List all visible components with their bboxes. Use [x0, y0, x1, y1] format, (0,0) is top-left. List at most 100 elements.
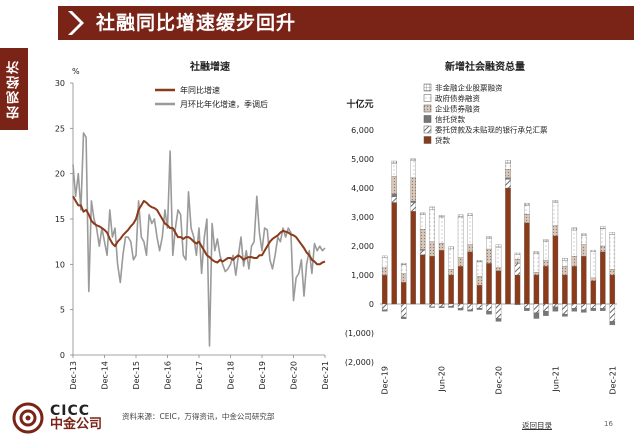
bar-corporate-bonds: [581, 244, 587, 257]
chart2-ytick-label: (1,000): [345, 329, 374, 338]
bar-trust-loans: [495, 318, 502, 322]
bar-gov-bonds: [543, 241, 549, 261]
bar-trust-loans: [533, 312, 540, 319]
bar-loans: [381, 274, 388, 305]
chart1-ytick-label: 25: [55, 124, 65, 133]
bar-gov-bonds: [609, 234, 616, 270]
chart1-ytick-label: 15: [55, 215, 65, 224]
chart2-xtick-label: Dec-21: [608, 366, 617, 395]
chart1-xtick-label: Dec-13: [69, 361, 78, 390]
bar-equity: [486, 236, 492, 239]
bar-gov-bonds: [562, 260, 568, 267]
bar-loans: [524, 222, 530, 305]
bar-equity: [581, 233, 587, 236]
bar-entrusted-bills: [467, 303, 473, 310]
bar-entrusted-bills: [495, 303, 502, 319]
chart2-ytick-label: 6,000: [351, 126, 374, 135]
source-note: 资料来源：CEIC，万得资讯，中金公司研究部: [122, 412, 275, 421]
bar-loans: [448, 274, 454, 305]
bar-gov-bonds: [400, 264, 407, 274]
chart2-legend: 非金融企业股票融资政府债券融资企业债券融资信托贷款委托贷款及未贴现的银行承兑汇票…: [423, 83, 548, 145]
chart2-xtick-label: Dec-20: [495, 366, 504, 395]
legend2-label-gov-bonds: 政府债券融资: [435, 93, 480, 103]
bar-corporate-bonds: [543, 260, 549, 267]
bar-equity: [590, 249, 597, 252]
bar-trust-loans: [476, 308, 483, 310]
cicc-logo-icon: [12, 402, 44, 434]
bar-gov-bonds: [505, 163, 511, 170]
bar-loans: [600, 251, 606, 305]
bar-loans: [533, 274, 540, 305]
bar-trust-loans: [391, 193, 397, 197]
bar-loans: [419, 254, 426, 305]
bar-loans: [590, 280, 597, 305]
bar-trust-loans: [381, 309, 388, 312]
bar-gov-bonds: [486, 238, 492, 250]
chart2-ytick-label: 1,000: [351, 271, 374, 280]
bar-corporate-bonds: [391, 176, 397, 194]
page-title: 社融同比增速缓步回升: [96, 12, 297, 34]
bar-gov-bonds: [524, 205, 530, 215]
legend2-swatch-entrusted-bills: [423, 125, 432, 134]
chart1-xtick-label: Dec-20: [290, 361, 299, 390]
bar-gov-bonds: [571, 229, 578, 257]
series-line-growth: [72, 195, 326, 266]
bar-gov-bonds: [552, 202, 559, 226]
bar-entrusted-bills: [448, 303, 454, 307]
bar-entrusted-bills: [533, 303, 540, 313]
company-logo: CICC 中金公司: [12, 402, 102, 434]
series-line-mom: [72, 132, 326, 347]
bar-entrusted-bills: [514, 263, 521, 276]
chart2-ytick-label: 5,000: [351, 155, 374, 164]
bar-corporate-bonds: [429, 241, 435, 257]
bar-loans: [438, 250, 445, 305]
back-to-contents-link[interactable]: 返回目录: [522, 421, 552, 430]
bar-gov-bonds: [457, 216, 464, 258]
chart1-ytick-label: 20: [55, 170, 65, 179]
chart2-bars: [381, 158, 616, 326]
bar-gov-bonds: [381, 257, 388, 268]
bar-gov-bonds: [448, 248, 454, 270]
bar-corporate-bonds: [514, 258, 521, 264]
chart1-xtick-label: Dec-15: [132, 361, 141, 390]
bar-trust-loans: [410, 200, 416, 203]
bar-trust-loans: [438, 306, 445, 308]
bar-equity: [505, 160, 511, 164]
bar-loans: [609, 274, 616, 305]
legend2-label-trust-loans: 信托贷款: [435, 114, 465, 124]
bar-gov-bonds: [495, 247, 502, 268]
bar-trust-loans: [571, 308, 578, 312]
bar-equity: [533, 251, 540, 254]
chart2-xtick-label: Dec-19: [381, 366, 390, 395]
bar-entrusted-bills: [552, 303, 559, 308]
bar-entrusted-bills: [438, 303, 445, 308]
bar-equity: [429, 206, 435, 210]
bar-trust-loans: [562, 313, 568, 317]
bar-equity: [457, 214, 464, 218]
bar-equity: [495, 244, 502, 248]
bar-entrusted-bills: [562, 303, 568, 315]
bar-entrusted-bills: [486, 303, 492, 312]
legend2-label-corporate-bonds: 企业债券融资: [435, 104, 480, 114]
legend2-label-equity: 非金融企业股票融资: [435, 83, 503, 93]
bar-loans: [400, 282, 407, 305]
chart1-ytick-label: 0: [60, 351, 65, 360]
bar-trust-loans: [400, 316, 407, 319]
bar-loans: [562, 274, 568, 305]
bar-entrusted-bills: [457, 303, 464, 309]
bar-equity: [476, 260, 483, 263]
bar-equity: [381, 255, 388, 258]
chart1-xtick-label: Dec-17: [195, 361, 204, 390]
bar-equity: [410, 158, 416, 161]
bar-equity: [600, 226, 606, 229]
bar-loans: [457, 266, 464, 305]
bar-trust-loans: [448, 306, 454, 308]
bar-corporate-bonds: [438, 242, 445, 251]
bar-gov-bonds: [467, 215, 473, 245]
bar-corporate-bonds: [552, 225, 559, 237]
bar-entrusted-bills: [419, 250, 426, 255]
bar-corporate-bonds: [457, 257, 464, 267]
bar-entrusted-bills: [505, 179, 511, 189]
chart2-title: 新增社会融资总量: [445, 60, 525, 73]
bar-loans: [543, 266, 549, 305]
